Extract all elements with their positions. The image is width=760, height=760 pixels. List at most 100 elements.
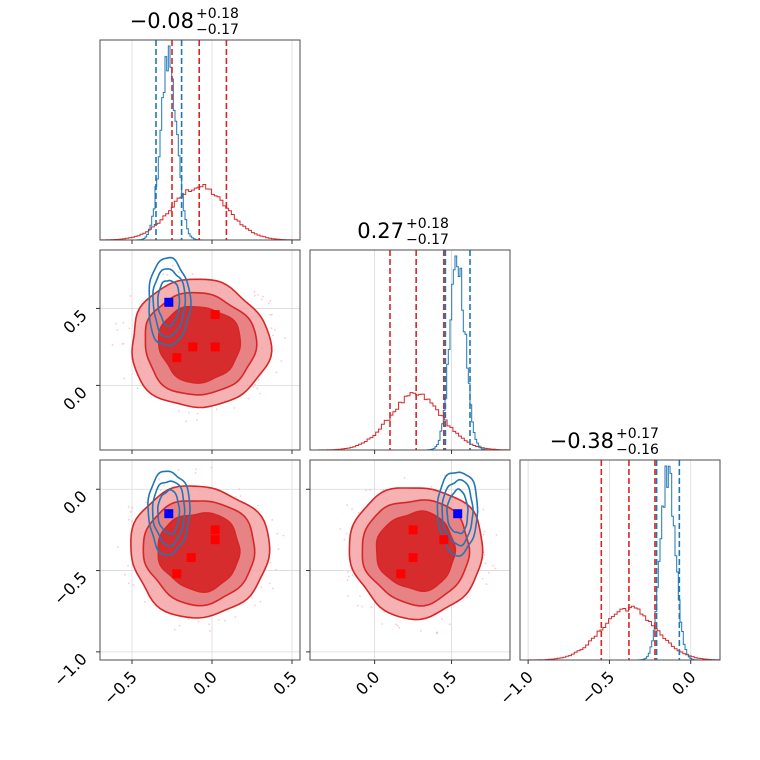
scatter-dot — [166, 273, 169, 276]
truth-marker — [453, 509, 463, 519]
scatter-dot — [159, 489, 162, 492]
scatter-dot — [209, 630, 211, 632]
y-tick-label: 0.0 — [59, 383, 90, 414]
scatter-dot — [178, 624, 181, 627]
scatter-dot — [370, 606, 373, 608]
blue-contour — [151, 480, 186, 547]
scatter-dot — [208, 623, 211, 626]
red-contour-inner — [375, 510, 457, 592]
blue-histogram — [310, 255, 510, 450]
scatter-dot — [269, 299, 272, 302]
title-lower: −0.16 — [616, 442, 659, 458]
scatter-dot — [188, 411, 190, 414]
red-sample-marker — [408, 525, 418, 535]
scatter-dot — [234, 616, 237, 618]
scatter-dot — [195, 419, 198, 421]
red-sample-marker — [172, 353, 182, 363]
title-lower: −0.17 — [406, 232, 449, 248]
scatter-dot — [127, 505, 130, 508]
red-contour-inner — [157, 305, 242, 384]
scatter-dot — [257, 504, 259, 507]
panel-frame — [99, 249, 301, 451]
scatter-dot — [144, 601, 146, 603]
scatter-dot — [357, 512, 360, 514]
scatter-dot — [127, 518, 130, 521]
scatter-dot — [270, 313, 273, 316]
scatter-dot — [111, 344, 114, 346]
red-sample-marker — [408, 553, 418, 563]
y-tick-label: −0.5 — [50, 568, 91, 609]
scatter-dot — [347, 575, 350, 578]
red-histogram — [310, 392, 510, 450]
scatter-dot — [129, 295, 132, 297]
scatter-dot — [187, 618, 190, 620]
scatter-dot — [283, 337, 286, 339]
scatter-dot — [381, 623, 384, 625]
scatter-dot — [435, 631, 438, 634]
scatter-dot — [430, 485, 433, 488]
scatter-dot — [185, 420, 188, 423]
scatter-dot — [128, 327, 131, 330]
scatter-dot — [132, 584, 135, 586]
scatter-dot — [495, 534, 498, 536]
scatter-dot — [419, 630, 422, 632]
scatter-dot — [275, 371, 278, 374]
scatter-dot — [173, 628, 176, 631]
scatter-dot — [260, 586, 263, 588]
scatter-dot — [277, 548, 280, 550]
scatter-dot — [494, 567, 497, 570]
scatter-dot — [485, 583, 488, 585]
panel-frame — [309, 249, 511, 451]
x-tick-label: 0.0 — [189, 667, 220, 698]
title-upper: +0.17 — [616, 426, 659, 442]
x-tick-label: 0.0 — [668, 667, 699, 698]
scatter-dot — [345, 532, 348, 535]
scatter-dot — [194, 472, 197, 474]
panel-frame — [99, 39, 301, 241]
title-median: 0.27 — [357, 219, 404, 243]
x-tick-label: −1.0 — [496, 667, 537, 708]
scatter-dot — [481, 577, 484, 580]
scatter-dot — [396, 624, 399, 627]
scatter-dot — [343, 538, 346, 541]
y-tick-label: −1.0 — [50, 649, 91, 690]
scatter-dot — [239, 495, 242, 497]
scatter-dot — [136, 387, 139, 390]
scatter-dot — [234, 496, 237, 498]
red-sample-marker — [210, 535, 220, 545]
scatter-dot — [254, 383, 256, 386]
scatter-dot — [178, 409, 180, 412]
blue-contour — [157, 279, 181, 328]
scatter-dot — [369, 489, 371, 491]
x-tick-label: −0.5 — [577, 667, 618, 708]
scatter-dot — [122, 321, 125, 324]
scatter-dot — [123, 377, 126, 380]
scatter-dot — [269, 561, 272, 564]
scatter-dot — [259, 392, 261, 395]
scatter-dot — [441, 618, 443, 620]
scatter-dot — [347, 595, 350, 597]
title-median: −0.38 — [550, 429, 614, 453]
scatter-dot — [282, 534, 285, 537]
scatter-dot — [224, 619, 226, 622]
scatter-dot — [163, 485, 165, 487]
y-tick-label: 0.5 — [59, 306, 90, 337]
scatter-dot — [398, 626, 401, 629]
scatter-dot — [177, 271, 180, 274]
scatter-dot — [259, 600, 262, 603]
scatter-dot — [162, 273, 165, 275]
red-sample-marker — [172, 569, 182, 579]
scatter-dot — [117, 546, 119, 548]
scatter-dot — [270, 327, 273, 330]
scatter-dot — [484, 562, 487, 565]
scatter-dot — [257, 294, 260, 296]
panel-frame — [99, 459, 301, 661]
blue-contour — [157, 488, 181, 536]
scatter-dot — [365, 489, 367, 492]
x-tick-label: 0.5 — [269, 667, 300, 698]
scatter-dot — [195, 468, 198, 471]
scatter-dot — [129, 510, 132, 513]
scatter-dot — [210, 466, 213, 469]
red-sample-marker — [396, 569, 406, 579]
